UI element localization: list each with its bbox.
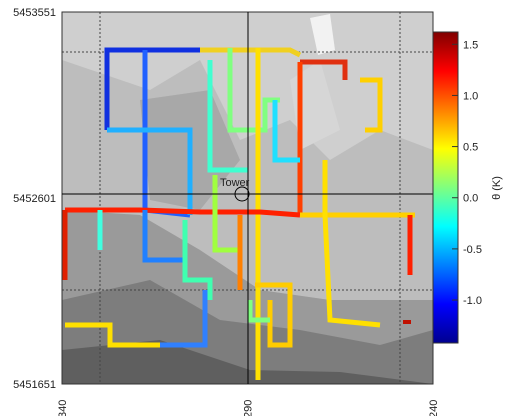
colorbar-tick-label: 0.0 bbox=[463, 193, 478, 205]
colorbar-tick-label: 1.0 bbox=[463, 90, 478, 102]
y-coordinate-label: 5452601 bbox=[13, 193, 56, 205]
colorbar bbox=[433, 32, 458, 343]
x-coordinate-label: 493340 bbox=[57, 400, 69, 416]
x-coordinate-label: 494290 bbox=[243, 400, 255, 416]
colorbar-label: θ (K) bbox=[491, 176, 503, 200]
colorbar-tick-label: -1.0 bbox=[463, 295, 482, 307]
tower-label: Tower bbox=[220, 177, 250, 189]
y-coordinate-label: 5451651 bbox=[13, 379, 56, 391]
colorbar-tick-label: -0.5 bbox=[463, 244, 482, 256]
colorbar-tick-label: 0.5 bbox=[463, 142, 478, 154]
colorbar-tick-label: 1.5 bbox=[463, 39, 478, 51]
map-figure: Tower θ (K) 493340 494290 495240 5453551 545… bbox=[0, 0, 507, 416]
x-coordinate-label: 495240 bbox=[428, 400, 440, 416]
y-coordinate-label: 5453551 bbox=[13, 7, 56, 19]
